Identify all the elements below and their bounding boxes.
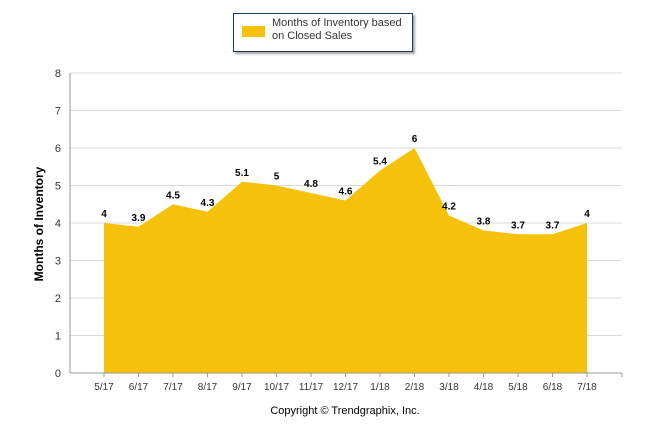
data-label-4/18: 3.8 [477, 217, 491, 228]
x-tick-label-9/17: 9/17 [232, 382, 252, 393]
x-tick-label-5/17: 5/17 [94, 382, 114, 393]
y-tick-label-5: 5 [55, 181, 61, 193]
y-tick-label-7: 7 [55, 106, 61, 118]
y-tick-label-6: 6 [55, 143, 61, 155]
data-area-layer [104, 148, 587, 373]
x-tick-labels: 5/17 6/17 7/17 8/17 9/17 10/17 11/17 12/17 1/18 2… [94, 382, 597, 393]
data-label-6/18: 3.7 [546, 220, 560, 231]
x-tick-label-4/18: 4/18 [474, 382, 494, 393]
y-axis-title: Months of Inventory [32, 166, 46, 281]
data-label-12/17: 4.6 [339, 187, 353, 198]
data-label-5/17: 4 [101, 209, 107, 220]
x-tick-label-11/17: 11/17 [299, 382, 324, 393]
y-tick-label-4: 4 [55, 218, 61, 230]
y-tick-label-2: 2 [55, 293, 61, 305]
x-tick-label-7/17: 7/17 [163, 382, 183, 393]
data-label-3/18: 4.2 [442, 202, 456, 213]
x-tick-label-6/18: 6/18 [543, 382, 563, 393]
copyright-text: Copyright © Trendgraphix, Inc. [270, 405, 419, 417]
y-tick-label-8: 8 [55, 68, 61, 80]
data-label-8/17: 4.3 [201, 198, 215, 209]
data-label-1/18: 5.4 [373, 157, 387, 168]
data-label-2/18: 6 [412, 134, 418, 145]
x-tick-label-8/17: 8/17 [198, 382, 218, 393]
x-tick-label-5/18: 5/18 [508, 382, 528, 393]
legend-label: Months of Inventory based on Closed Sale… [272, 17, 410, 43]
legend-swatch [242, 26, 265, 37]
data-label-10/17: 5 [274, 172, 280, 183]
x-tick-label-3/18: 3/18 [439, 382, 459, 393]
y-tick-label-3: 3 [55, 256, 61, 268]
x-tick-label-2/18: 2/18 [405, 382, 425, 393]
data-label-9/17: 5.1 [235, 168, 249, 179]
x-tick-label-7/18: 7/18 [577, 382, 597, 393]
x-tick-label-6/17: 6/17 [129, 382, 149, 393]
legend: Months of Inventory based on Closed Sale… [233, 13, 413, 52]
data-label-7/17: 4.5 [166, 190, 180, 201]
y-tick-label-0: 0 [55, 368, 61, 380]
y-tick-label-1: 1 [55, 331, 61, 343]
x-tick-label-12/17: 12/17 [333, 382, 358, 393]
series-area-months-of-inventory [104, 148, 587, 373]
x-tick-label-1/18: 1/18 [370, 382, 390, 393]
data-label-7/18: 4 [584, 209, 590, 220]
data-label-6/17: 3.9 [132, 213, 146, 224]
x-tick-label-10/17: 10/17 [264, 382, 289, 393]
data-label-5/18: 3.7 [511, 220, 525, 231]
y-tick-labels: 0 1 2 3 4 5 6 7 8 [55, 68, 61, 380]
data-label-11/17: 4.8 [304, 179, 318, 190]
